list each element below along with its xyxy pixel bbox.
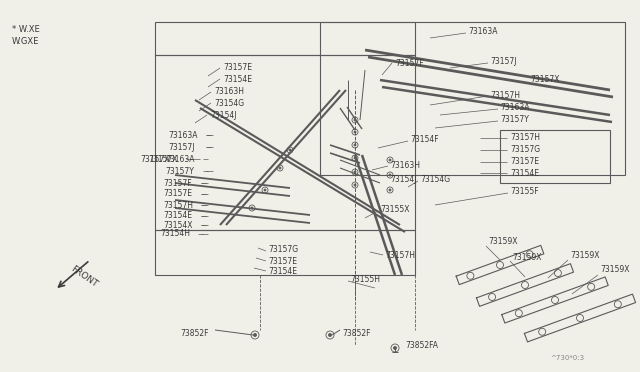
Text: 73159X: 73159X xyxy=(512,253,541,263)
Text: 73163H: 73163H xyxy=(390,160,420,170)
Text: 73163A: 73163A xyxy=(468,28,497,36)
Text: 73154X: 73154X xyxy=(163,221,193,230)
Text: 73157H: 73157H xyxy=(385,250,415,260)
Text: 73157F: 73157F xyxy=(163,179,191,187)
Circle shape xyxy=(354,157,356,159)
Text: 73157H: 73157H xyxy=(163,201,193,209)
Text: 73154J: 73154J xyxy=(210,110,237,119)
Bar xyxy=(320,22,625,175)
Text: 73157G: 73157G xyxy=(268,246,298,254)
Circle shape xyxy=(389,189,391,191)
Text: * W.XE: * W.XE xyxy=(12,26,40,35)
Circle shape xyxy=(394,346,397,350)
Text: 73154J: 73154J xyxy=(390,176,417,185)
Circle shape xyxy=(253,334,257,337)
Text: 73154G: 73154G xyxy=(420,176,450,185)
Text: 73159X: 73159X xyxy=(570,250,600,260)
Text: 73163H: 73163H xyxy=(214,87,244,96)
Text: 73157E: 73157E xyxy=(268,257,297,266)
Circle shape xyxy=(251,207,253,209)
Text: 73157J: 73157J xyxy=(490,58,516,67)
Circle shape xyxy=(389,159,391,161)
Circle shape xyxy=(354,184,356,186)
Text: 73852F: 73852F xyxy=(180,328,209,337)
Text: 73157H: 73157H xyxy=(510,134,540,142)
Circle shape xyxy=(354,131,356,133)
Text: 73852FA: 73852FA xyxy=(405,340,438,350)
Text: 73157Y: 73157Y xyxy=(165,167,194,176)
Text: 73157E: 73157E xyxy=(510,157,539,167)
Text: 73155H: 73155H xyxy=(350,276,380,285)
Text: W.GXE: W.GXE xyxy=(12,38,40,46)
Circle shape xyxy=(279,167,281,169)
Circle shape xyxy=(354,144,356,146)
Text: 73154E: 73154E xyxy=(510,169,539,177)
Text: 73154H: 73154H xyxy=(160,230,190,238)
Text: ^730*0:3: ^730*0:3 xyxy=(550,355,584,361)
Text: 73157J: 73157J xyxy=(168,142,195,151)
Text: 73155X: 73155X xyxy=(380,205,410,215)
Bar xyxy=(500,130,610,183)
Text: 73157H: 73157H xyxy=(490,90,520,99)
Bar xyxy=(155,22,415,55)
Text: 73163A: 73163A xyxy=(165,154,195,164)
Text: 73157X: 73157X xyxy=(148,154,177,164)
Text: 73163A: 73163A xyxy=(500,103,529,112)
Text: FRONT: FRONT xyxy=(69,264,100,289)
Text: 73157E: 73157E xyxy=(163,189,192,199)
Text: 73852F: 73852F xyxy=(342,328,371,337)
Text: 73159X: 73159X xyxy=(488,237,518,247)
Circle shape xyxy=(354,171,356,173)
Text: 73157G: 73157G xyxy=(510,145,540,154)
Text: 73154E: 73154E xyxy=(223,74,252,83)
Circle shape xyxy=(328,334,332,337)
Circle shape xyxy=(354,119,356,121)
Text: 73155F: 73155F xyxy=(510,187,539,196)
Bar xyxy=(155,230,415,275)
Circle shape xyxy=(389,174,391,176)
Text: 73157F: 73157F xyxy=(395,58,424,67)
Text: 73154F: 73154F xyxy=(410,135,438,144)
Text: 73154E: 73154E xyxy=(163,212,192,221)
Text: 73157X: 73157X xyxy=(530,76,559,84)
Text: 73159X: 73159X xyxy=(600,266,630,275)
Text: 73157X: 73157X xyxy=(140,154,170,164)
Text: 73157E: 73157E xyxy=(223,64,252,73)
Bar xyxy=(155,55,415,230)
Circle shape xyxy=(289,149,291,151)
Text: 73157Y: 73157Y xyxy=(500,115,529,125)
Circle shape xyxy=(264,189,266,191)
Text: 73154E: 73154E xyxy=(268,266,297,276)
Text: 73163A: 73163A xyxy=(168,131,198,140)
Text: 73154G: 73154G xyxy=(214,99,244,108)
